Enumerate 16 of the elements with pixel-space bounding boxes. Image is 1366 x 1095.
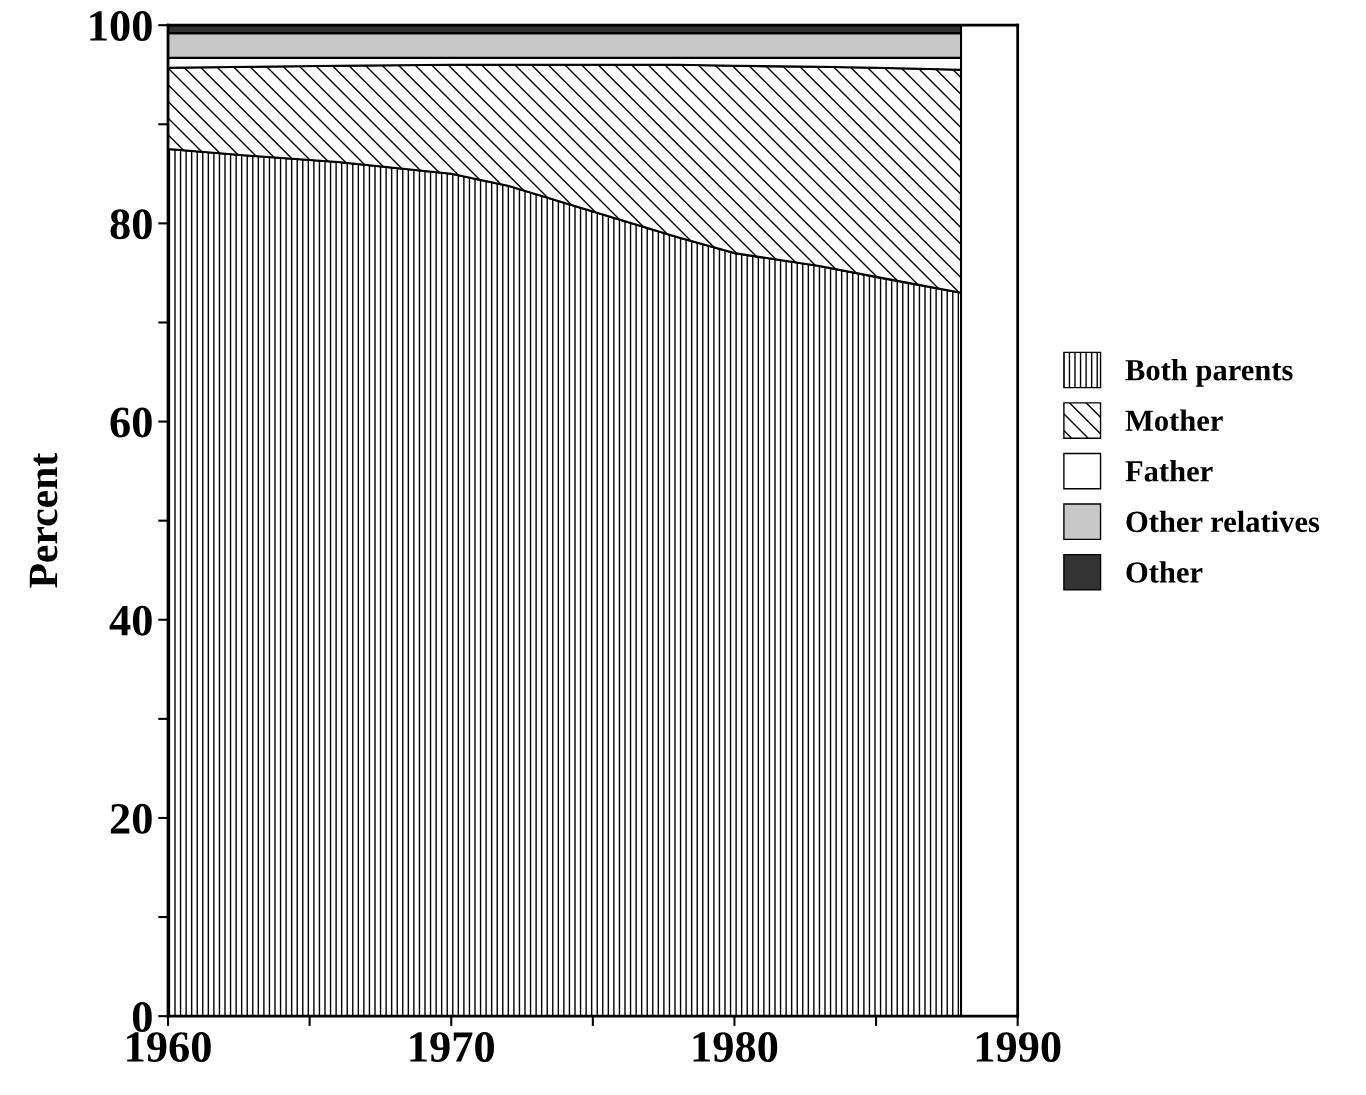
y-tick-label: 60 (110, 407, 152, 438)
x-tick-label: 1970 (410, 1032, 494, 1063)
x-tick-label: 1990 (976, 1032, 1061, 1063)
y-tick-label: 100 (90, 11, 152, 42)
y-tick-label: 20 (110, 803, 152, 834)
legend-label: Other relatives (1126, 510, 1320, 533)
legend-label: Other (1126, 561, 1203, 583)
x-tick-label: 1980 (693, 1032, 778, 1063)
x-tick-label: 1960 (127, 1032, 211, 1063)
y-tick-label: 0 (132, 1002, 152, 1033)
y-tick-label: 40 (109, 605, 152, 636)
y-axis-title: Percent (29, 452, 58, 588)
legend-label: Father (1125, 460, 1213, 482)
legend-label: Mother (1125, 409, 1223, 432)
y-tick-label: 80 (110, 209, 152, 240)
legend-label: Both parents (1125, 358, 1293, 387)
